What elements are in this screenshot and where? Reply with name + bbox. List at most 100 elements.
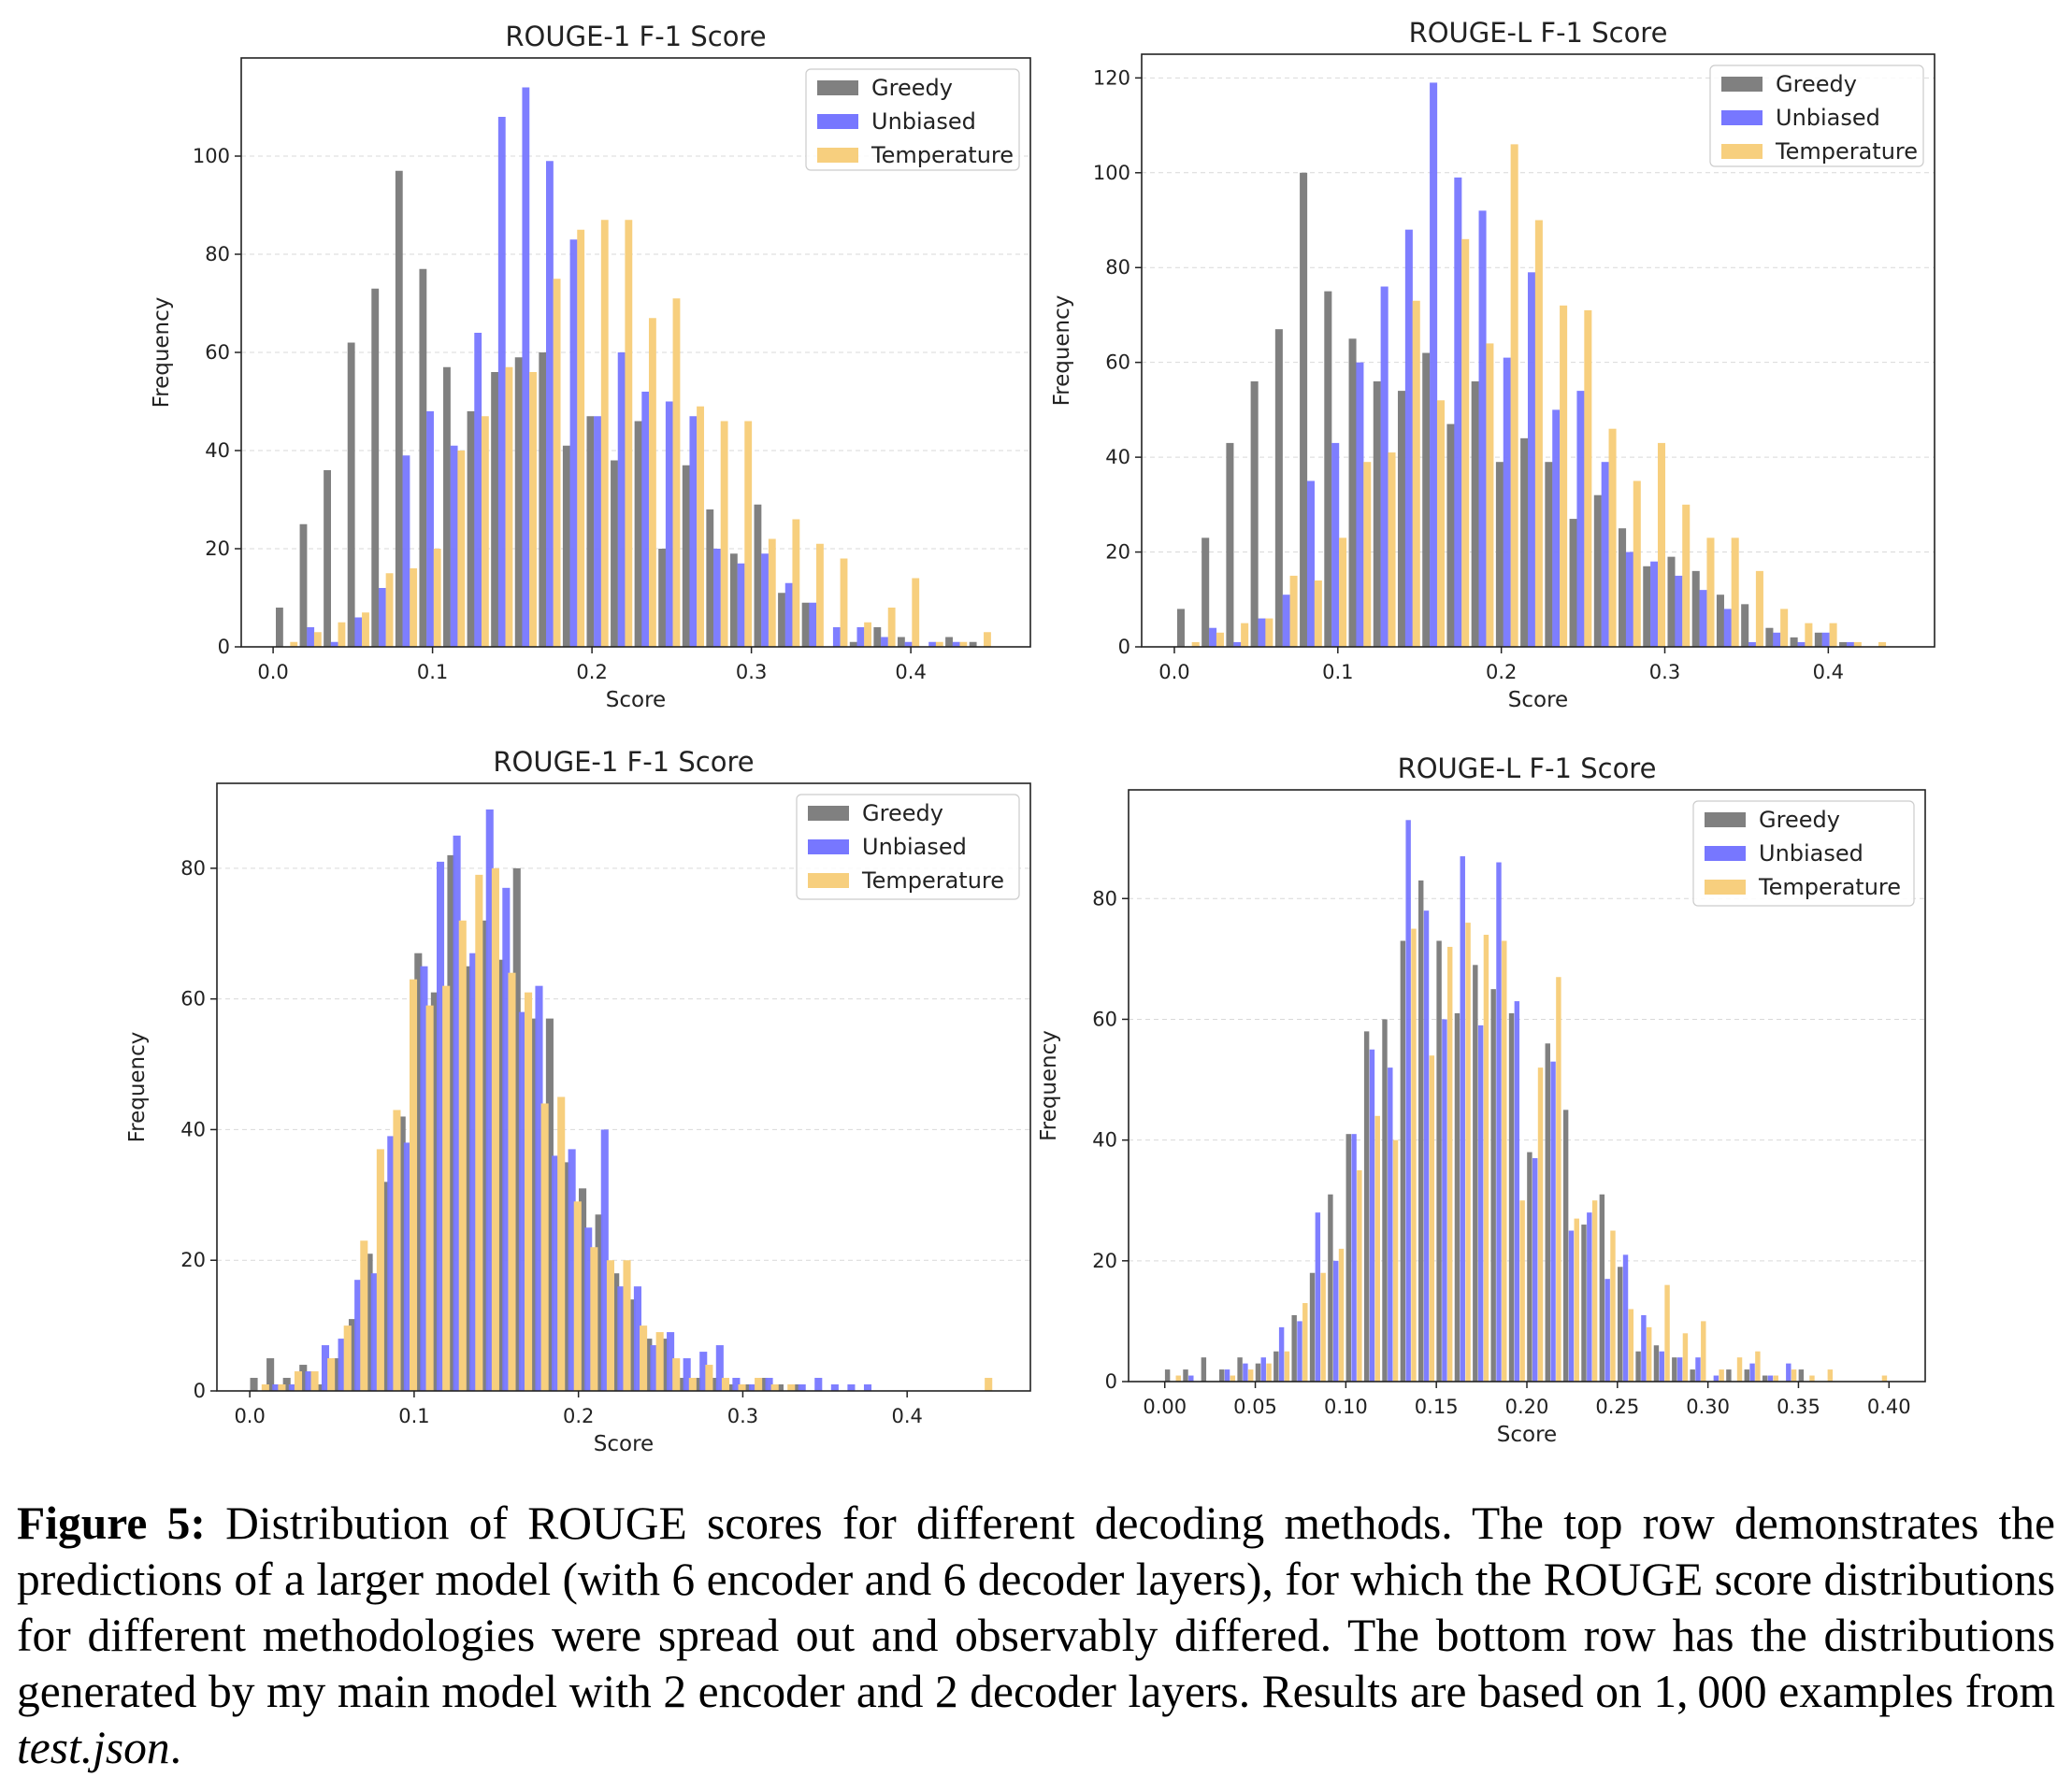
x-tick-label: 0.4 bbox=[1813, 661, 1844, 683]
bar-unbiased bbox=[784, 582, 793, 647]
bar-greedy bbox=[1418, 880, 1424, 1382]
x-tick-label: 0.25 bbox=[1595, 1396, 1639, 1418]
bar-temperature bbox=[1436, 400, 1445, 647]
bar-unbiased bbox=[928, 641, 937, 647]
bar-greedy bbox=[467, 411, 475, 647]
bar-temperature bbox=[1486, 343, 1494, 647]
bar-temperature bbox=[409, 979, 418, 1391]
bar-unbiased bbox=[307, 627, 315, 647]
bar-temperature bbox=[1608, 428, 1617, 647]
bar-unbiased bbox=[1282, 595, 1290, 647]
legend: Greedy Unbiased Temperature bbox=[1709, 64, 1924, 167]
bar-temperature bbox=[912, 578, 920, 647]
bar-unbiased bbox=[1405, 820, 1411, 1382]
x-tick-label: 0.0 bbox=[1158, 661, 1189, 683]
legend-label-greedy: Greedy bbox=[862, 800, 943, 826]
bar-unbiased bbox=[1224, 1369, 1230, 1382]
bar-unbiased bbox=[402, 455, 410, 647]
bar-temperature bbox=[362, 612, 369, 647]
legend-swatch-greedy bbox=[817, 80, 858, 95]
bar-greedy bbox=[634, 421, 642, 647]
bar-greedy bbox=[1255, 1363, 1261, 1382]
chart-title: ROUGE-L F-1 Score bbox=[1409, 17, 1668, 49]
y-tick-label: 0 bbox=[194, 1380, 206, 1402]
bar-unbiased bbox=[1514, 1001, 1520, 1382]
legend-box bbox=[1692, 800, 1915, 907]
y-tick-label: 20 bbox=[1092, 1250, 1117, 1272]
bar-unbiased bbox=[830, 1384, 839, 1391]
bar-greedy bbox=[945, 637, 953, 647]
legend-label-unbiased: Unbiased bbox=[1759, 840, 1863, 867]
bar-temperature bbox=[1809, 1375, 1815, 1382]
bar-unbiased bbox=[1209, 627, 1217, 647]
bar-temperature bbox=[338, 622, 346, 647]
bar-unbiased bbox=[1388, 1067, 1393, 1382]
y-axis-label: Frequency bbox=[1050, 295, 1074, 407]
bar-unbiased bbox=[474, 333, 482, 647]
y-tick-label: 0 bbox=[1105, 1370, 1117, 1393]
bar-temperature bbox=[640, 1325, 648, 1391]
bar-unbiased bbox=[1695, 1357, 1701, 1382]
bar-temperature bbox=[1230, 1375, 1236, 1382]
x-tick-label: 0.2 bbox=[576, 661, 607, 683]
bar-greedy bbox=[1653, 1345, 1660, 1382]
bar-greedy bbox=[658, 549, 667, 647]
bar-greedy bbox=[266, 1358, 275, 1391]
bar-greedy bbox=[792, 1384, 800, 1391]
bar-greedy bbox=[1599, 1194, 1605, 1382]
bar-greedy bbox=[1527, 1152, 1532, 1382]
bar-unbiased bbox=[881, 637, 888, 647]
bar-unbiased bbox=[1568, 1230, 1575, 1382]
bar-greedy bbox=[849, 641, 857, 647]
bar-greedy bbox=[419, 268, 427, 647]
bar-greedy bbox=[1345, 1134, 1351, 1382]
bar-unbiased bbox=[502, 887, 511, 1391]
chart-panel-2: 0 20 40 60 80 100 120 0.0 0.1 0.2 0.3 0.4 Score Frequ… bbox=[1050, 17, 1935, 712]
bar-greedy bbox=[365, 1254, 373, 1391]
plot-frame bbox=[216, 782, 1031, 1392]
legend-label-unbiased: Unbiased bbox=[862, 834, 967, 860]
bar-greedy bbox=[873, 627, 882, 647]
legend-label-temperature: Temperature bbox=[1775, 138, 1918, 165]
bar-temperature bbox=[840, 558, 848, 647]
legend-swatch-unbiased bbox=[817, 114, 858, 129]
bar-temperature bbox=[655, 1332, 664, 1391]
bar-temperature bbox=[590, 1247, 598, 1391]
bar-unbiased bbox=[1713, 1375, 1719, 1382]
bar-greedy bbox=[414, 953, 423, 1391]
bar-temperature bbox=[385, 573, 394, 647]
bar-greedy bbox=[514, 357, 523, 647]
bar-greedy bbox=[729, 553, 738, 647]
bar-temperature bbox=[290, 641, 298, 647]
bar-greedy bbox=[299, 523, 308, 647]
x-tick-label: 0.3 bbox=[1649, 661, 1680, 683]
legend-swatch-unbiased bbox=[1721, 110, 1763, 125]
bar-temperature bbox=[557, 1096, 566, 1391]
x-tick-label: 0.15 bbox=[1415, 1396, 1459, 1418]
bar-unbiased bbox=[689, 416, 698, 647]
bar-greedy bbox=[1164, 1369, 1171, 1382]
bar-greedy bbox=[512, 867, 521, 1391]
bar-temperature bbox=[738, 1384, 746, 1391]
bar-temperature bbox=[1628, 1309, 1634, 1382]
bar-greedy bbox=[775, 1384, 784, 1391]
bar-unbiased bbox=[552, 1155, 560, 1391]
bar-temperature bbox=[816, 543, 824, 647]
bar-unbiased bbox=[522, 87, 530, 647]
bar-temperature bbox=[458, 920, 467, 1391]
bar-temperature bbox=[1357, 1169, 1362, 1382]
bar-temperature bbox=[1363, 462, 1372, 647]
bar-unbiased bbox=[1380, 286, 1389, 647]
bar-temperature bbox=[1633, 480, 1641, 647]
bar-unbiased bbox=[436, 861, 445, 1391]
bar-temperature bbox=[1736, 1357, 1743, 1382]
x-tick-label: 0.2 bbox=[1486, 661, 1517, 683]
bar-temperature bbox=[697, 406, 704, 647]
x-tick-label: 0.10 bbox=[1324, 1396, 1368, 1418]
chart-panel-1: 0 20 40 60 80 100 0.0 0.1 0.2 0.3 0.4 Score Frequenc… bbox=[150, 21, 1031, 712]
bar-temperature bbox=[1216, 632, 1224, 647]
bar-unbiased bbox=[1333, 1260, 1339, 1382]
legend-swatch-greedy bbox=[1705, 812, 1746, 827]
bar-unbiased bbox=[765, 1378, 773, 1391]
bar-temperature bbox=[1682, 504, 1691, 647]
